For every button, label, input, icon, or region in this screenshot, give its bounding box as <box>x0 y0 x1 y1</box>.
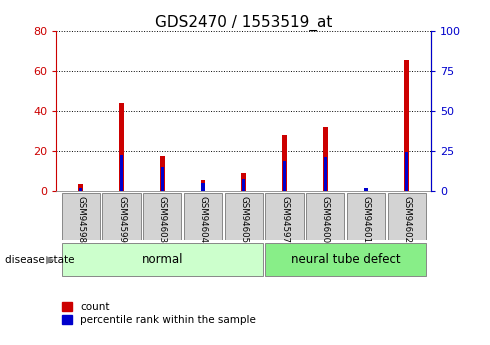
FancyBboxPatch shape <box>62 243 263 276</box>
Text: ▶: ▶ <box>46 255 54 265</box>
FancyBboxPatch shape <box>266 243 426 276</box>
Legend: count, percentile rank within the sample: count, percentile rank within the sample <box>62 302 256 325</box>
FancyBboxPatch shape <box>388 193 426 240</box>
Bar <box>323 157 327 191</box>
Bar <box>282 135 287 191</box>
FancyBboxPatch shape <box>306 193 344 240</box>
FancyBboxPatch shape <box>347 193 385 240</box>
Bar <box>242 179 245 191</box>
Bar <box>160 156 165 191</box>
Text: GSM94600: GSM94600 <box>321 196 330 243</box>
FancyBboxPatch shape <box>184 193 222 240</box>
Bar <box>79 188 82 191</box>
FancyBboxPatch shape <box>266 193 304 240</box>
Text: disease state: disease state <box>5 255 74 265</box>
Bar <box>323 127 328 191</box>
Bar <box>242 174 246 191</box>
Bar <box>78 185 83 191</box>
FancyBboxPatch shape <box>62 193 100 240</box>
Bar <box>201 183 205 191</box>
Title: GDS2470 / 1553519_at: GDS2470 / 1553519_at <box>155 15 332 31</box>
Bar <box>405 152 408 191</box>
FancyBboxPatch shape <box>224 193 263 240</box>
Text: GSM94597: GSM94597 <box>280 196 289 243</box>
Bar <box>283 161 286 191</box>
Text: GSM94602: GSM94602 <box>402 196 411 243</box>
Text: GSM94599: GSM94599 <box>117 196 126 243</box>
Text: GSM94601: GSM94601 <box>362 196 370 243</box>
FancyBboxPatch shape <box>143 193 181 240</box>
Bar <box>200 180 205 191</box>
Text: normal: normal <box>142 253 183 266</box>
Text: GSM94598: GSM94598 <box>76 196 85 243</box>
Bar <box>364 188 368 191</box>
Text: neural tube defect: neural tube defect <box>291 253 400 266</box>
Text: GSM94605: GSM94605 <box>239 196 248 243</box>
Text: GSM94604: GSM94604 <box>198 196 208 243</box>
Text: GSM94603: GSM94603 <box>158 196 167 243</box>
Bar <box>120 155 123 191</box>
Bar <box>404 60 409 191</box>
FancyBboxPatch shape <box>102 193 141 240</box>
Bar <box>161 167 164 191</box>
Bar <box>119 103 124 191</box>
Bar <box>365 188 368 191</box>
